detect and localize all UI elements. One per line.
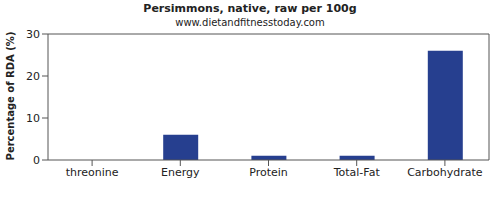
svg-text:30: 30 bbox=[26, 28, 40, 41]
svg-text:threonine: threonine bbox=[66, 166, 119, 179]
svg-text:20: 20 bbox=[26, 70, 40, 83]
html-text:Percentage of RDA (%): Percentage of RDA (%) bbox=[4, 31, 16, 161]
svg-text:Protein: Protein bbox=[249, 166, 288, 179]
svg-text:Carbohydrate: Carbohydrate bbox=[407, 166, 483, 179]
html-text:www.dietandfitnesstoday.com: www.dietandfitnesstoday.com bbox=[175, 17, 325, 28]
svg-text:10: 10 bbox=[26, 112, 40, 125]
svg-text:0: 0 bbox=[33, 154, 40, 167]
svg-text:Total-Fat: Total-Fat bbox=[333, 166, 381, 179]
svg-text:Energy: Energy bbox=[161, 166, 200, 179]
html-text:Persimmons, native, raw per 10: Persimmons, native, raw per 100g bbox=[143, 2, 357, 15]
